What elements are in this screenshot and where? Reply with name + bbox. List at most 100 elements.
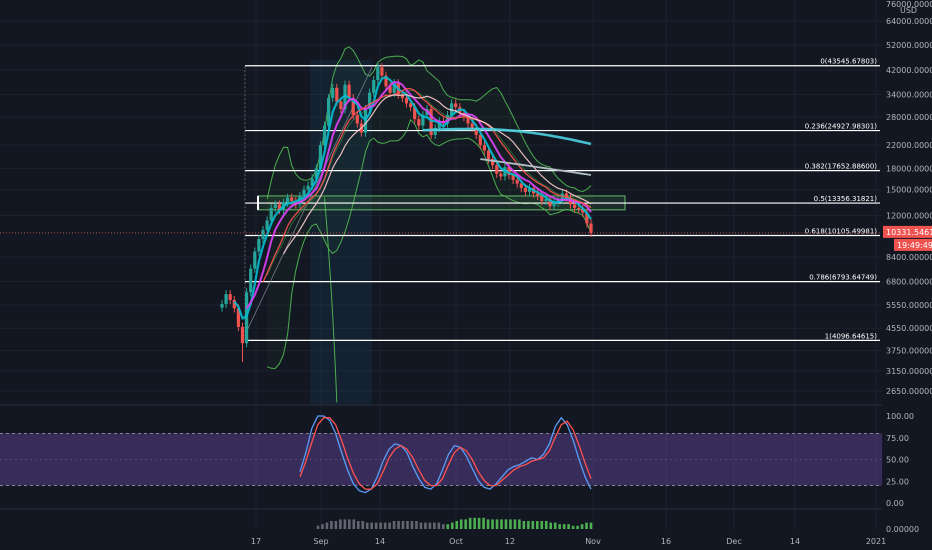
time-axis-label: 14 bbox=[790, 537, 800, 546]
histogram-bar bbox=[383, 522, 387, 529]
candle-body bbox=[429, 109, 433, 135]
histogram-bar bbox=[406, 521, 409, 529]
candle-body bbox=[417, 119, 421, 126]
candle-body bbox=[273, 204, 277, 209]
price-axis-label: 76000.00000 bbox=[886, 0, 932, 9]
time-axis[interactable]: 17 Sep 14 Oct 12 Nov 16 Dec 14 2021 bbox=[251, 537, 886, 546]
candle-body bbox=[318, 145, 322, 169]
histogram-bar bbox=[522, 521, 526, 529]
histogram-bar bbox=[540, 521, 544, 529]
histogram-bar bbox=[567, 524, 570, 529]
fib-level-label: 1(4096.64615) bbox=[825, 332, 877, 340]
candle-body bbox=[302, 189, 306, 196]
histogram-bar bbox=[482, 517, 485, 529]
histogram-bar bbox=[450, 522, 454, 529]
countdown-value: 19:49:49 bbox=[897, 241, 932, 250]
candle-body bbox=[306, 185, 310, 190]
fib-level-label: 0.786(6793.64749) bbox=[809, 274, 877, 282]
candle-body bbox=[519, 183, 523, 189]
last-price-tag bbox=[883, 225, 932, 238]
histogram-bar bbox=[419, 522, 423, 529]
time-axis-label: 16 bbox=[661, 537, 671, 546]
histogram-bar bbox=[339, 519, 342, 529]
histogram-bar bbox=[468, 517, 472, 529]
histogram-bar bbox=[379, 522, 382, 529]
candle-body bbox=[236, 308, 240, 327]
candle-body bbox=[466, 117, 470, 124]
candle-body bbox=[404, 97, 409, 104]
candle-body bbox=[322, 125, 327, 146]
time-axis-label: 14 bbox=[375, 537, 385, 546]
oscillator-axis-label: 100.00 bbox=[886, 412, 914, 421]
candle-body bbox=[499, 173, 503, 177]
price-axis-label: 15000.00000 bbox=[886, 186, 932, 195]
histogram-bar bbox=[544, 521, 548, 529]
histogram-bar bbox=[370, 522, 374, 529]
moving-average-line bbox=[233, 75, 592, 321]
candle-body bbox=[245, 292, 249, 344]
histogram-bar bbox=[325, 522, 329, 529]
candle-body bbox=[343, 84, 347, 110]
candle-body bbox=[269, 208, 273, 221]
price-axis-label: 8400.00000 bbox=[886, 253, 932, 262]
price-axis-label: 5550.00000 bbox=[886, 301, 932, 310]
histogram-bar bbox=[437, 522, 441, 529]
oscillator-axis-label: 25.00 bbox=[886, 477, 909, 486]
candle-body bbox=[511, 175, 515, 180]
histogram-bar bbox=[527, 521, 530, 529]
candle-body bbox=[286, 197, 290, 203]
histogram-bar bbox=[428, 522, 432, 529]
histogram-bar bbox=[464, 519, 467, 529]
candle-body bbox=[376, 67, 380, 81]
candle-body bbox=[470, 123, 474, 128]
histogram-bar bbox=[401, 521, 405, 529]
candle-body bbox=[220, 304, 224, 308]
bollinger-fill bbox=[267, 46, 591, 369]
candle-body bbox=[249, 268, 253, 293]
countdown-tag bbox=[894, 238, 932, 251]
candle-body bbox=[351, 97, 355, 115]
candle-body bbox=[589, 223, 593, 233]
moving-average-line bbox=[245, 81, 592, 310]
candle-body bbox=[433, 127, 437, 135]
oscillator-line bbox=[299, 415, 592, 494]
price-axis-label: 3150.00000 bbox=[886, 367, 932, 376]
price-axis-label: 42000.00000 bbox=[886, 66, 932, 75]
histogram-bar bbox=[348, 519, 351, 529]
candle-body bbox=[261, 229, 265, 240]
price-axis-unit: USD bbox=[900, 6, 917, 15]
price-axis-label: 18000.00000 bbox=[886, 164, 932, 173]
price-axis-label: 22000.00000 bbox=[886, 141, 932, 150]
time-axis-label: Oct bbox=[449, 537, 463, 546]
oscillator-axis-label: 75.00 bbox=[886, 434, 909, 443]
candle-body bbox=[388, 86, 392, 93]
histogram-bar bbox=[495, 519, 499, 529]
candle-body bbox=[339, 101, 343, 110]
histogram-bar bbox=[459, 519, 463, 529]
candle-body bbox=[552, 202, 556, 207]
time-axis-label: Sep bbox=[313, 537, 328, 546]
histogram-bar bbox=[473, 517, 476, 529]
candle-body bbox=[536, 193, 540, 196]
price-axis-label: 64000.00000 bbox=[886, 17, 932, 26]
candle-body bbox=[482, 145, 486, 151]
histogram-bar bbox=[504, 519, 508, 529]
histogram-bar bbox=[491, 519, 494, 529]
moving-averages bbox=[233, 75, 592, 321]
histogram-bar bbox=[589, 522, 593, 529]
price-axis[interactable]: 76000.00000 64000.00000 52000.00000 42000.0… bbox=[886, 0, 932, 396]
candle-body bbox=[265, 220, 269, 230]
candle-body bbox=[331, 87, 335, 98]
histogram-bar bbox=[518, 519, 521, 529]
histogram-bar bbox=[410, 521, 414, 529]
histogram-bar bbox=[477, 517, 481, 529]
histogram-bar bbox=[446, 524, 450, 529]
candle-body bbox=[544, 199, 548, 201]
candle-body bbox=[507, 167, 511, 176]
histogram-bar bbox=[361, 521, 365, 529]
long-moving-average-line bbox=[422, 127, 592, 146]
candle-body bbox=[253, 251, 257, 269]
